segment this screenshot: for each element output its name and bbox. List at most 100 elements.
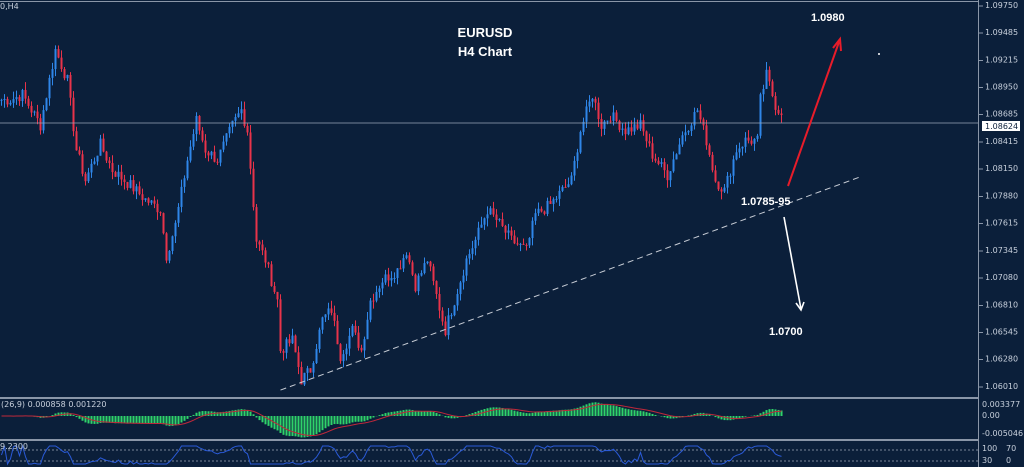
candle-body [75,131,78,151]
macd-bar [423,411,426,416]
candle-body [486,214,489,219]
candle-body [138,186,141,195]
macd-bar [576,407,579,416]
candle-body [636,124,639,129]
macd-bar [618,407,621,416]
candle-body [351,325,354,336]
candle-body [18,97,21,102]
macd-bar [519,412,522,416]
macd-bar [303,416,306,438]
candle-body [693,112,696,126]
macd-panel-border [0,397,978,399]
candle-body [147,198,150,203]
candle-body [99,138,102,156]
candle-body [456,294,459,306]
chart-title: EURUSD [458,25,513,40]
candle-body [51,69,54,78]
osc-tick: 70 [1006,444,1016,453]
macd-bar [600,403,603,416]
macd-bar [720,416,723,420]
macd-bar [285,416,288,436]
candle-body [228,126,231,134]
macd-bar [237,409,240,416]
macd-bar [687,415,690,416]
candle-body [6,98,9,105]
candle-body [354,325,357,333]
macd-bar [297,416,300,437]
candle-body [603,121,606,129]
candle-body [750,140,753,144]
macd-bar [498,407,501,416]
macd-bar [372,416,375,418]
candle-body [246,125,249,133]
candle-body [405,255,408,259]
macd-bar [51,415,54,416]
candle-body [276,291,279,300]
macd-bar [486,408,489,416]
price-tick-label: 1.09485 [985,28,1018,37]
candle-body [564,186,567,188]
chart-subtitle: H4 Chart [458,44,513,59]
macd-bar [264,416,267,425]
macd-bar [570,409,573,416]
candle-body [396,268,399,278]
candle-body [3,98,6,100]
macd-bar [243,409,246,416]
osc-tick: 30 [982,456,992,465]
osc-label: 9.2300 [0,442,28,451]
candle-body [210,151,213,156]
candle-body [714,170,717,182]
candle-body [474,239,477,249]
candle-body [192,134,195,147]
candle-body [465,258,468,276]
macd-bar [54,413,57,416]
macd-bar [327,416,330,427]
candle-body [621,128,624,130]
macd-bar [102,416,105,423]
macd-bar [120,416,123,424]
trendline[interactable] [280,176,860,391]
candle-body [534,213,537,221]
macd-bar [57,412,60,416]
macd-bar [621,407,624,416]
candle-body [15,97,18,100]
macd-bar [501,407,504,416]
macd-bar [693,413,696,416]
macd-bar [192,414,195,416]
macd-bar [195,412,198,416]
macd-bar [204,411,207,416]
candle-body [183,178,186,187]
candle-body [561,186,564,191]
annotation-target-down: 1.0700 [769,326,803,338]
candle-body [186,160,189,179]
candle-body [360,347,363,351]
candle-body [780,113,783,116]
macd-bar [216,412,219,416]
macd-bar [246,409,249,416]
candle-body [312,363,315,373]
macd-bar [426,411,429,416]
macd-bar [339,416,342,425]
macd-bar [651,414,654,416]
candle-body [639,120,642,129]
candle-body [81,154,84,174]
candle-body [267,262,270,265]
candle-body [315,348,318,364]
macd-bar [78,416,81,419]
macd-bar [447,416,450,418]
macd-bar [183,416,186,421]
macd-bar [612,405,615,416]
price-axis[interactable]: 1.09750 1.09485 1.09215 1.08950 1.08685 1.084… [979,1,1018,391]
candle-body [45,98,48,111]
candle-body [48,77,51,99]
macd-bar [75,416,78,418]
candle-body [498,219,501,221]
macd-bar [438,414,441,416]
candle-body [72,97,75,132]
macd-bar [198,411,201,416]
macd-bar [96,416,99,424]
candle-body [513,235,516,244]
candle-body [111,163,114,173]
macd-bar [252,414,255,416]
